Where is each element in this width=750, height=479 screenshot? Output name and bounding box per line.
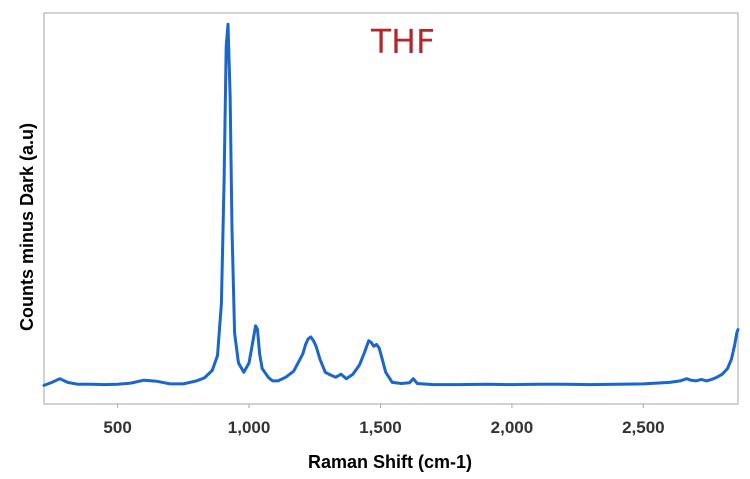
x-axis-title: Raman Shift (cm-1) xyxy=(308,452,472,472)
x-tick-label: 1,500 xyxy=(359,418,402,437)
x-axis-ticks xyxy=(117,404,644,408)
y-axis-title: Counts minus Dark (a.u) xyxy=(17,123,37,331)
chart-title: THF xyxy=(370,22,435,61)
series-line xyxy=(42,22,740,387)
x-tick-label: 1,000 xyxy=(228,418,271,437)
x-tick-label: 2,500 xyxy=(622,418,665,437)
x-tick-label: 500 xyxy=(103,418,131,437)
plot-area-frame xyxy=(43,12,739,405)
x-tick-label: 2,000 xyxy=(491,418,534,437)
x-axis-tick-labels: 500 1,000 1,500 2,000 2,500 xyxy=(103,418,664,437)
